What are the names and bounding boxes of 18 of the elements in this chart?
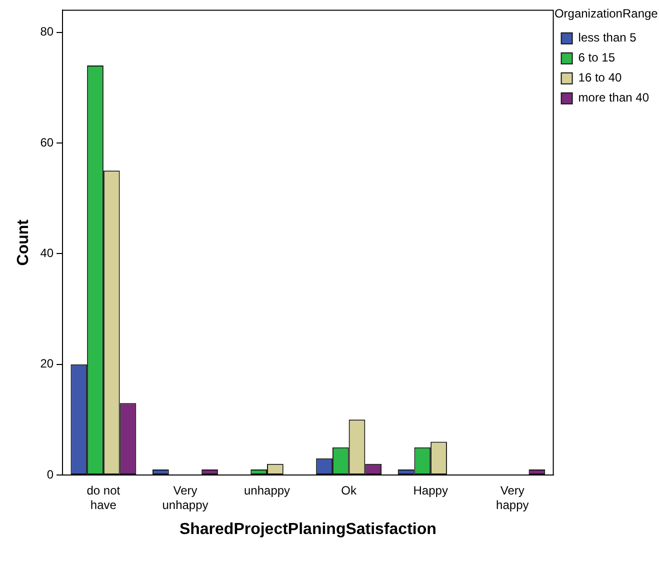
legend-label: 6 to 15 xyxy=(578,50,616,65)
y-tick-label: 60 xyxy=(40,135,54,150)
x-tick-label: do not have xyxy=(86,484,121,512)
y-tick-label: 80 xyxy=(40,24,54,39)
y-tick-label: 40 xyxy=(40,246,54,260)
y-tick-label: 0 xyxy=(46,467,54,482)
x-tick-label: unhappy xyxy=(244,484,290,498)
x-axis-title: SharedProjectPlaningSatisfaction xyxy=(179,520,436,538)
legend-label: more than 40 xyxy=(578,90,650,105)
legend-title: OrganizationRange xyxy=(554,6,658,20)
legend-label: 16 to 40 xyxy=(578,70,622,85)
x-tick-label: Ok xyxy=(341,484,358,498)
x-tick-label: Very unhappy xyxy=(162,484,208,512)
legend-label: less than 5 xyxy=(578,30,637,45)
x-tick-label: Very happy xyxy=(496,484,529,512)
y-tick-label: 20 xyxy=(40,356,54,371)
y-axis-title: Count xyxy=(15,218,32,266)
x-tick-label: Happy xyxy=(413,484,448,498)
